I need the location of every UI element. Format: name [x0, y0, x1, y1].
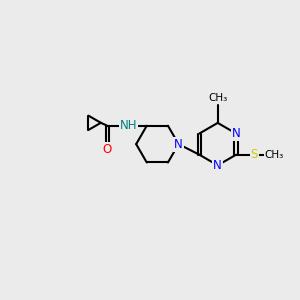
Text: N: N	[213, 159, 222, 172]
Text: N: N	[174, 138, 183, 151]
Text: NH: NH	[120, 119, 137, 132]
Text: CH₃: CH₃	[264, 150, 284, 160]
Text: S: S	[251, 148, 258, 161]
Text: CH₃: CH₃	[208, 93, 227, 103]
Text: N: N	[232, 127, 241, 140]
Text: O: O	[103, 143, 112, 156]
